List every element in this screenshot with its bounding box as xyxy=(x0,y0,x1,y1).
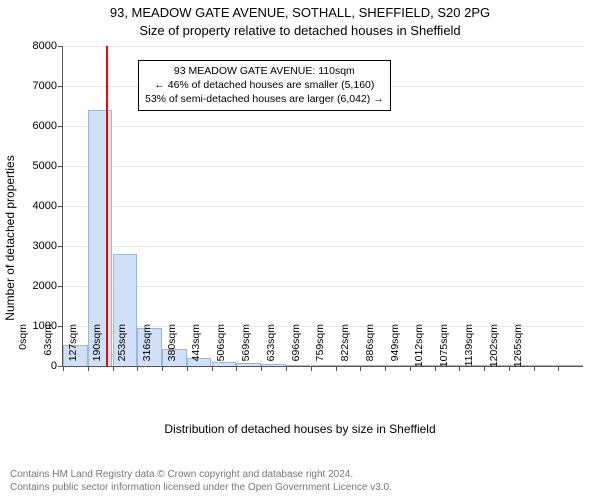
xtick-mark xyxy=(435,366,436,371)
xtick-mark xyxy=(261,366,262,371)
gridline xyxy=(63,246,583,247)
gridline xyxy=(63,166,583,167)
xtick-mark xyxy=(236,366,237,371)
gridline xyxy=(63,206,583,207)
xtick-label: 253sqm xyxy=(116,324,128,374)
xtick-mark xyxy=(162,366,163,371)
xtick-mark xyxy=(311,366,312,371)
xtick-label: 63sqm xyxy=(42,324,54,374)
annotation-line2: ← 46% of detached houses are smaller (5,… xyxy=(145,78,384,92)
footer: Contains HM Land Registry data © Crown c… xyxy=(10,468,392,494)
ytick-label: 6000 xyxy=(33,120,63,132)
ytick-label: 8000 xyxy=(33,40,63,52)
title-line1: 93, MEADOW GATE AVENUE, SOTHALL, SHEFFIE… xyxy=(0,4,600,22)
xtick-label: 0sqm xyxy=(17,324,29,374)
xtick-label: 822sqm xyxy=(339,324,351,374)
property-marker-line xyxy=(106,46,108,366)
xtick-mark xyxy=(113,366,114,371)
gridline xyxy=(63,46,583,47)
xtick-label: 1012sqm xyxy=(413,324,425,374)
xtick-label: 1075sqm xyxy=(438,324,450,374)
xtick-label: 190sqm xyxy=(91,324,103,374)
ytick-label: 5000 xyxy=(33,160,63,172)
xtick-label: 633sqm xyxy=(265,324,277,374)
xtick-label: 1139sqm xyxy=(463,324,475,374)
xtick-mark xyxy=(558,366,559,371)
xtick-mark xyxy=(187,366,188,371)
xtick-label: 380sqm xyxy=(166,324,178,374)
xtick-label: 886sqm xyxy=(364,324,376,374)
xtick-label: 759sqm xyxy=(314,324,326,374)
xtick-mark xyxy=(509,366,510,371)
ytick-label: 3000 xyxy=(33,240,63,252)
xtick-mark xyxy=(88,366,89,371)
annotation-line1: 93 MEADOW GATE AVENUE: 110sqm xyxy=(145,64,384,78)
xtick-label: 949sqm xyxy=(389,324,401,374)
annotation-box: 93 MEADOW GATE AVENUE: 110sqm ← 46% of d… xyxy=(138,60,391,111)
xtick-label: 1265sqm xyxy=(512,324,524,374)
xtick-mark xyxy=(212,366,213,371)
xtick-mark xyxy=(410,366,411,371)
xtick-label: 316sqm xyxy=(141,324,153,374)
xtick-mark xyxy=(360,366,361,371)
xtick-label: 696sqm xyxy=(290,324,302,374)
chart-title: 93, MEADOW GATE AVENUE, SOTHALL, SHEFFIE… xyxy=(0,0,600,39)
ytick-label: 4000 xyxy=(33,200,63,212)
xtick-mark xyxy=(459,366,460,371)
gridline xyxy=(63,126,583,127)
xtick-label: 127sqm xyxy=(67,324,79,374)
ytick-label: 2000 xyxy=(33,280,63,292)
plot-area: 0100020003000400050006000700080000sqm63s… xyxy=(62,46,583,367)
xtick-label: 569sqm xyxy=(240,324,252,374)
xtick-label: 1202sqm xyxy=(488,324,500,374)
annotation-line3: 53% of semi-detached houses are larger (… xyxy=(145,92,384,106)
xtick-mark xyxy=(63,366,64,371)
xtick-mark xyxy=(534,366,535,371)
xtick-label: 506sqm xyxy=(215,324,227,374)
histogram-bar xyxy=(558,365,583,366)
gridline xyxy=(63,286,583,287)
xtick-mark xyxy=(336,366,337,371)
y-axis-label: Number of detached properties xyxy=(3,155,17,320)
xtick-mark xyxy=(137,366,138,371)
xtick-mark xyxy=(286,366,287,371)
footer-line2: Contains public sector information licen… xyxy=(10,481,392,494)
histogram-bar xyxy=(534,365,559,366)
xtick-label: 443sqm xyxy=(190,324,202,374)
xtick-mark xyxy=(484,366,485,371)
footer-line1: Contains HM Land Registry data © Crown c… xyxy=(10,468,392,481)
xtick-mark xyxy=(385,366,386,371)
chart-container: Number of detached properties 0100020003… xyxy=(0,40,600,435)
title-line2: Size of property relative to detached ho… xyxy=(0,22,600,40)
ytick-label: 7000 xyxy=(33,80,63,92)
x-axis-label: Distribution of detached houses by size … xyxy=(0,422,600,436)
